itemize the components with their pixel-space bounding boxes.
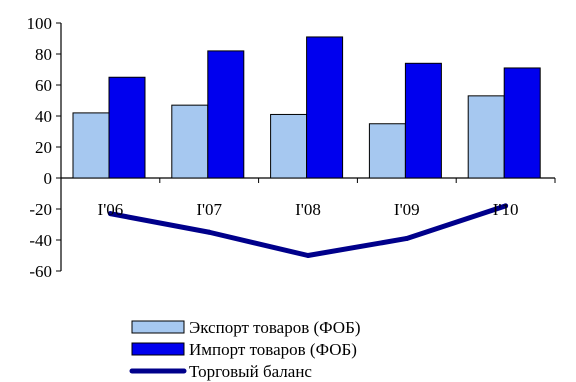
y-tick-label: 80 [35, 45, 52, 64]
bar-export-1 [171, 104, 209, 179]
y-tick-label: -60 [29, 262, 52, 281]
y-tick-label: -20 [29, 200, 52, 219]
bar-export-3 [368, 123, 406, 179]
legend-label-2: Торговый баланс [189, 362, 312, 381]
trade-balance-point-0 [107, 211, 113, 217]
bar-export-4 [467, 95, 505, 179]
legend-swatch-0 [131, 320, 185, 334]
bar-import-1 [207, 50, 245, 179]
bar-import-3 [404, 62, 442, 179]
bar-export-2 [270, 113, 308, 179]
trade-balance-point-4 [503, 203, 509, 209]
x-category-label: I'09 [394, 200, 420, 219]
trade-balance-point-3 [404, 235, 410, 241]
y-tick-label: 40 [35, 107, 52, 126]
legend-label-0: Экспорт товаров (ФОБ) [189, 318, 361, 337]
y-tick-label: 100 [27, 14, 53, 33]
y-tick-label: 60 [35, 76, 52, 95]
legend: Экспорт товаров (ФОБ) Импорт товаров (ФОБ… [129, 318, 361, 381]
legend-swatch-1 [131, 342, 185, 356]
trade-balance-point-2 [305, 253, 311, 258]
x-category-label: I'08 [295, 200, 321, 219]
bar-import-2 [306, 36, 344, 179]
y-tick-label: -40 [29, 231, 52, 250]
bar-import-0 [108, 76, 146, 179]
y-tick-label: 20 [35, 138, 52, 157]
bars [72, 36, 541, 179]
bar-import-4 [503, 67, 541, 179]
y-tick-label: 0 [44, 169, 53, 188]
category-labels: I'06 I'07 I'08 I'09 I'10 [98, 200, 519, 219]
legend-label-1: Импорт товаров (ФОБ) [189, 340, 357, 359]
x-category-label: I'07 [196, 200, 222, 219]
bar-export-0 [72, 112, 110, 179]
x-category-label: I'10 [493, 200, 519, 219]
trade-balance-point-1 [206, 229, 212, 235]
balance-line-layer [107, 203, 509, 258]
x-category-label: I'06 [98, 200, 124, 219]
